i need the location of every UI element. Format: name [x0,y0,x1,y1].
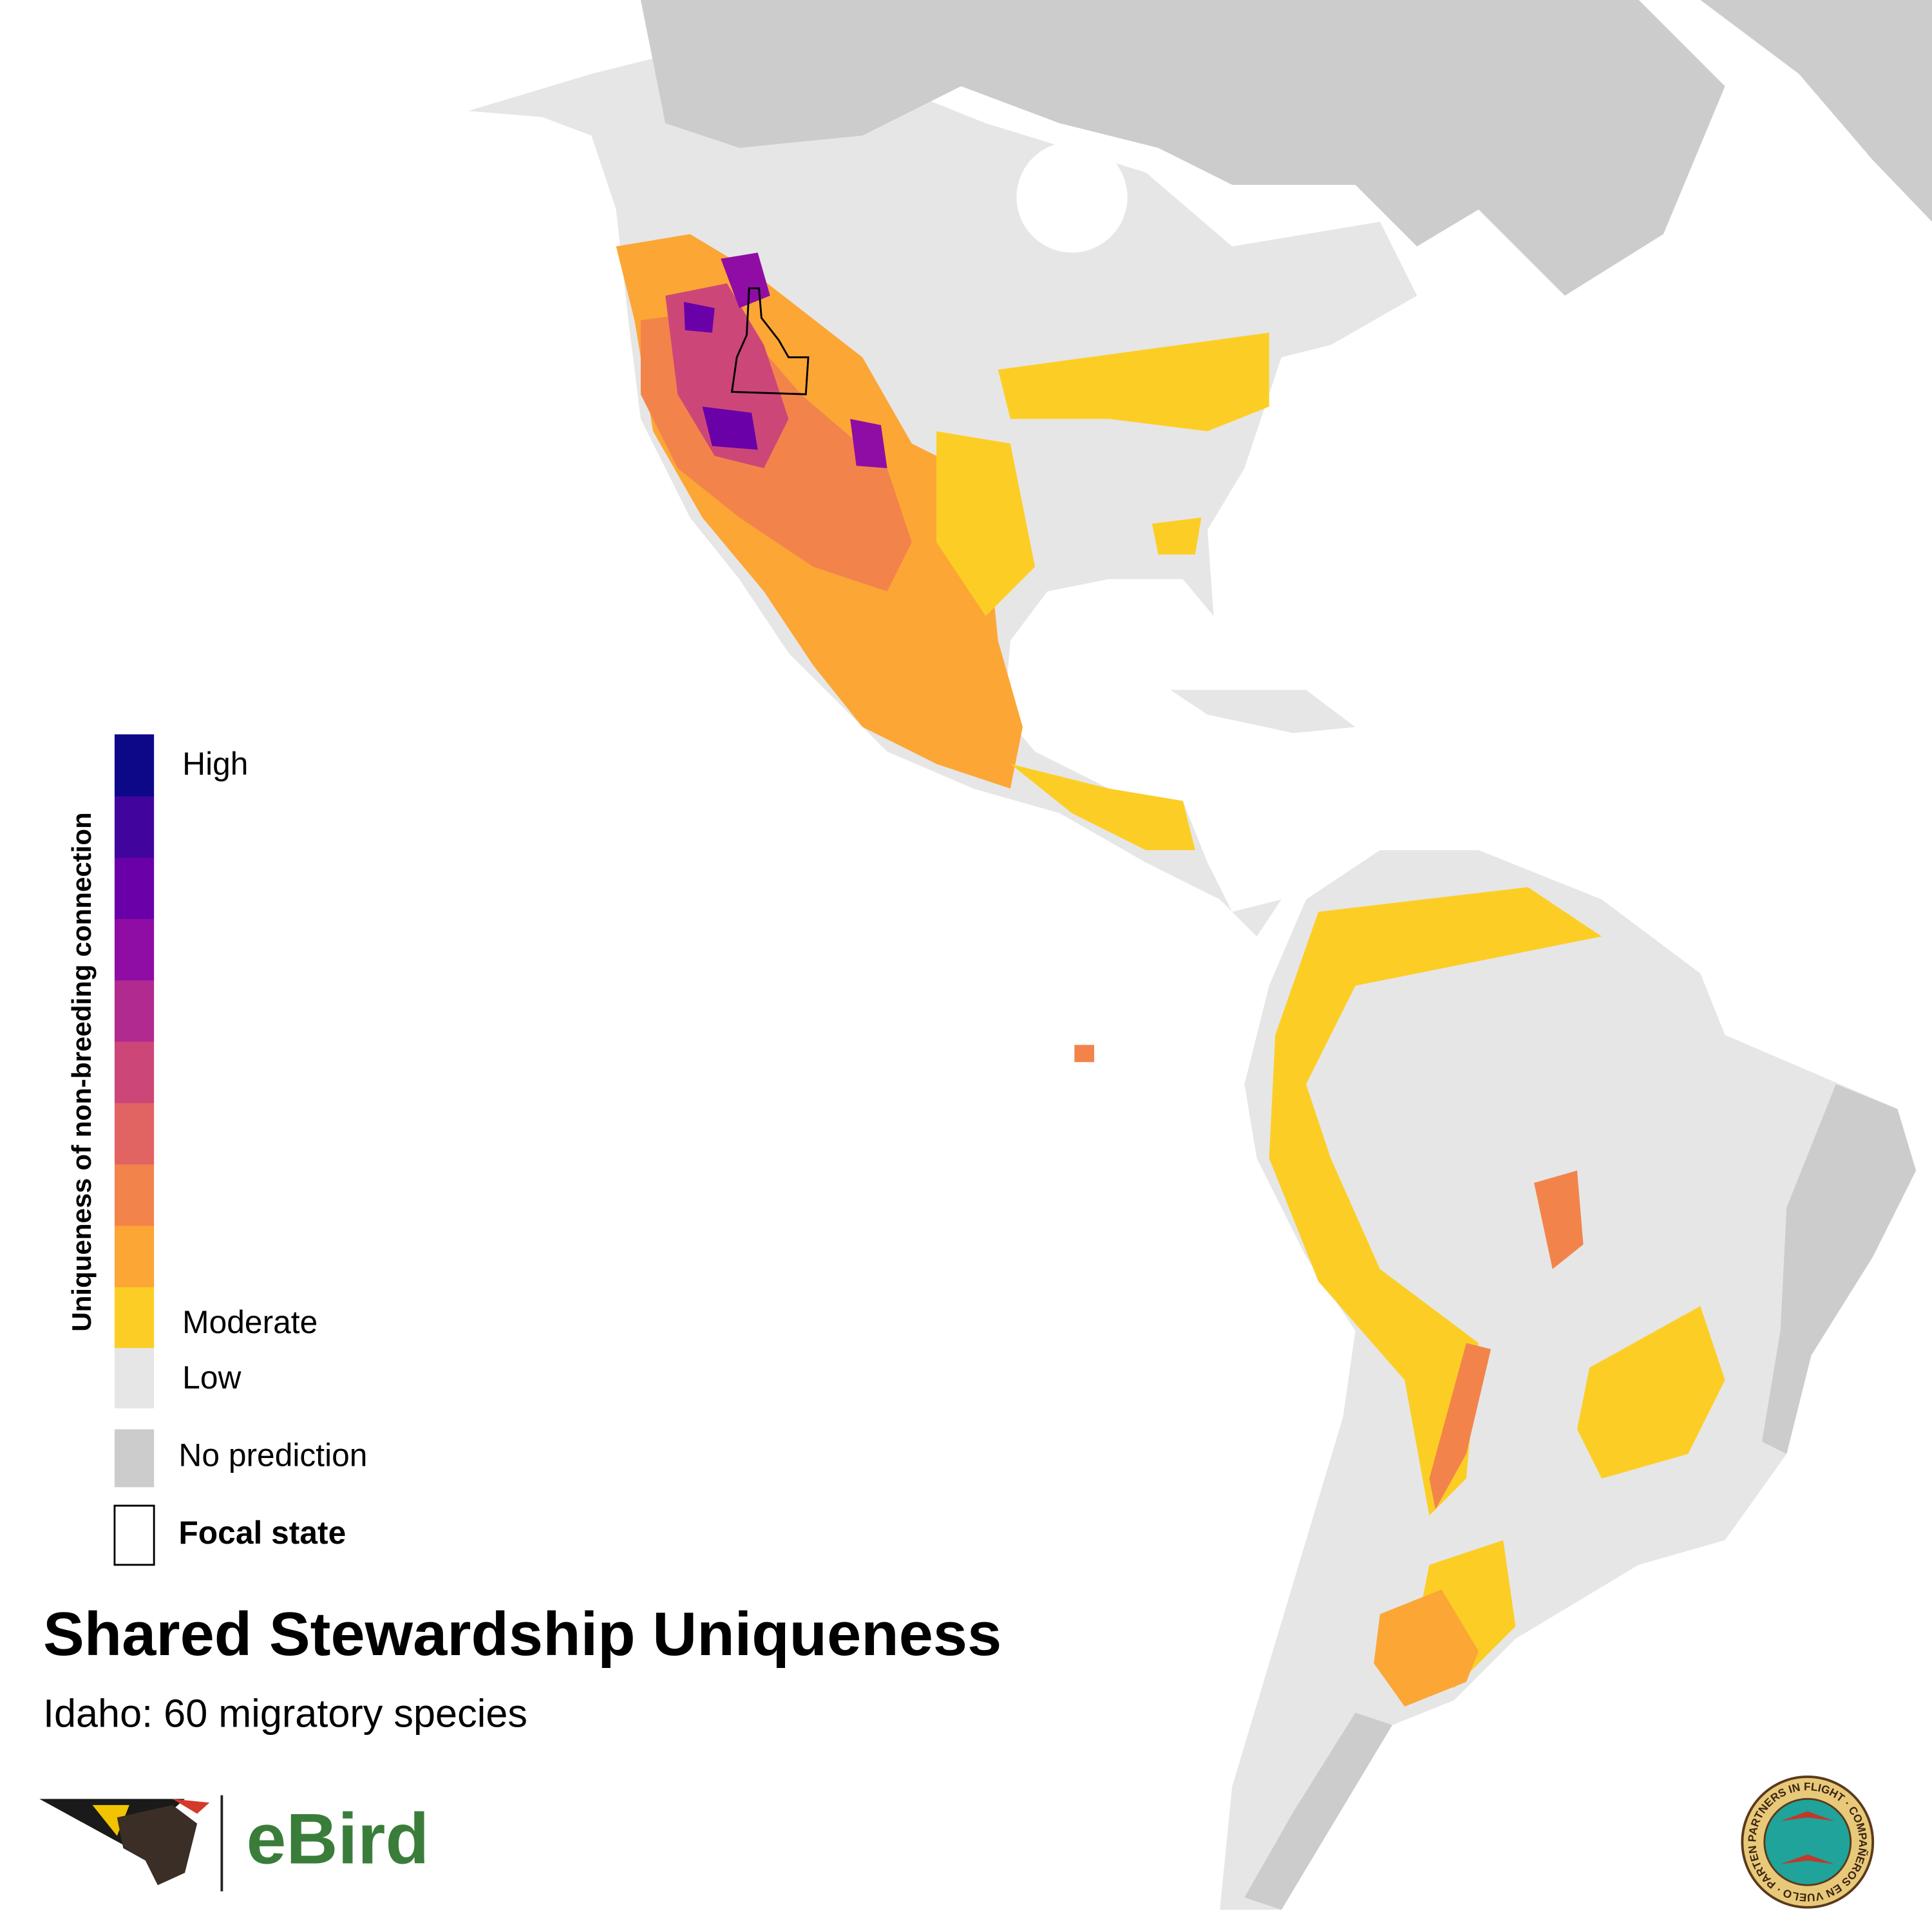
colorbar-segment [114,980,155,1042]
legend: Uniqueness of non-breeding connection Hi… [66,734,367,1566]
colorbar-segment [114,1225,155,1287]
patch [1010,764,1195,851]
ebird-wordmark: eBird [247,1799,430,1879]
ebird-logo: eBird [39,1795,429,1891]
east-brazil [1761,1084,1917,1454]
hudson-bay [1016,142,1128,253]
arctic-and-greenland [640,0,1725,296]
legend-no-prediction-label: No prediction [178,1437,367,1473]
colorbar-segment [114,1102,155,1165]
colorbar-segment [114,1164,155,1226]
patch [721,252,770,308]
legend-title: Uniqueness of non-breeding connection [66,812,97,1332]
colorbar-segment [114,795,155,858]
legend-high-label: High [182,746,248,782]
seal-center [1763,1797,1852,1886]
ebird-head [117,1804,198,1886]
patch [1429,1343,1492,1510]
patch [1577,1306,1725,1479]
patch [936,431,1036,616]
legend-focal-swatch [113,1504,155,1566]
patch [998,332,1269,431]
focal-state-outline [730,287,810,395]
subtitle: Idaho: 60 migratory species [43,1691,527,1735]
colorbar-segment [114,1041,155,1103]
uniqueness-patches [616,234,1725,1707]
patch [1269,887,1602,1516]
legend-no-prediction-swatch [114,1429,155,1488]
colorbar-segment [114,734,155,797]
caribbean [1170,690,1356,734]
legend-moderate-label: Moderate [182,1304,317,1340]
patch [1151,517,1202,554]
legend-low-swatch [114,1348,155,1408]
patch [850,419,887,469]
patagonia [1244,1712,1392,1910]
patch [1374,1589,1479,1707]
patch [1534,1170,1584,1269]
colorbar-segment [114,1286,155,1349]
greenland-east [1700,0,1932,222]
legend-focal-label: Focal state [178,1515,346,1551]
patch [683,301,715,333]
ebird-crest [172,1799,210,1814]
legend-low-label: Low [182,1359,242,1396]
patch [1074,1045,1094,1063]
colorbar-segment [114,918,155,981]
patch [702,406,758,450]
title: Shared Stewardship Uniqueness [43,1600,1001,1669]
colorbar-segment [114,857,155,920]
